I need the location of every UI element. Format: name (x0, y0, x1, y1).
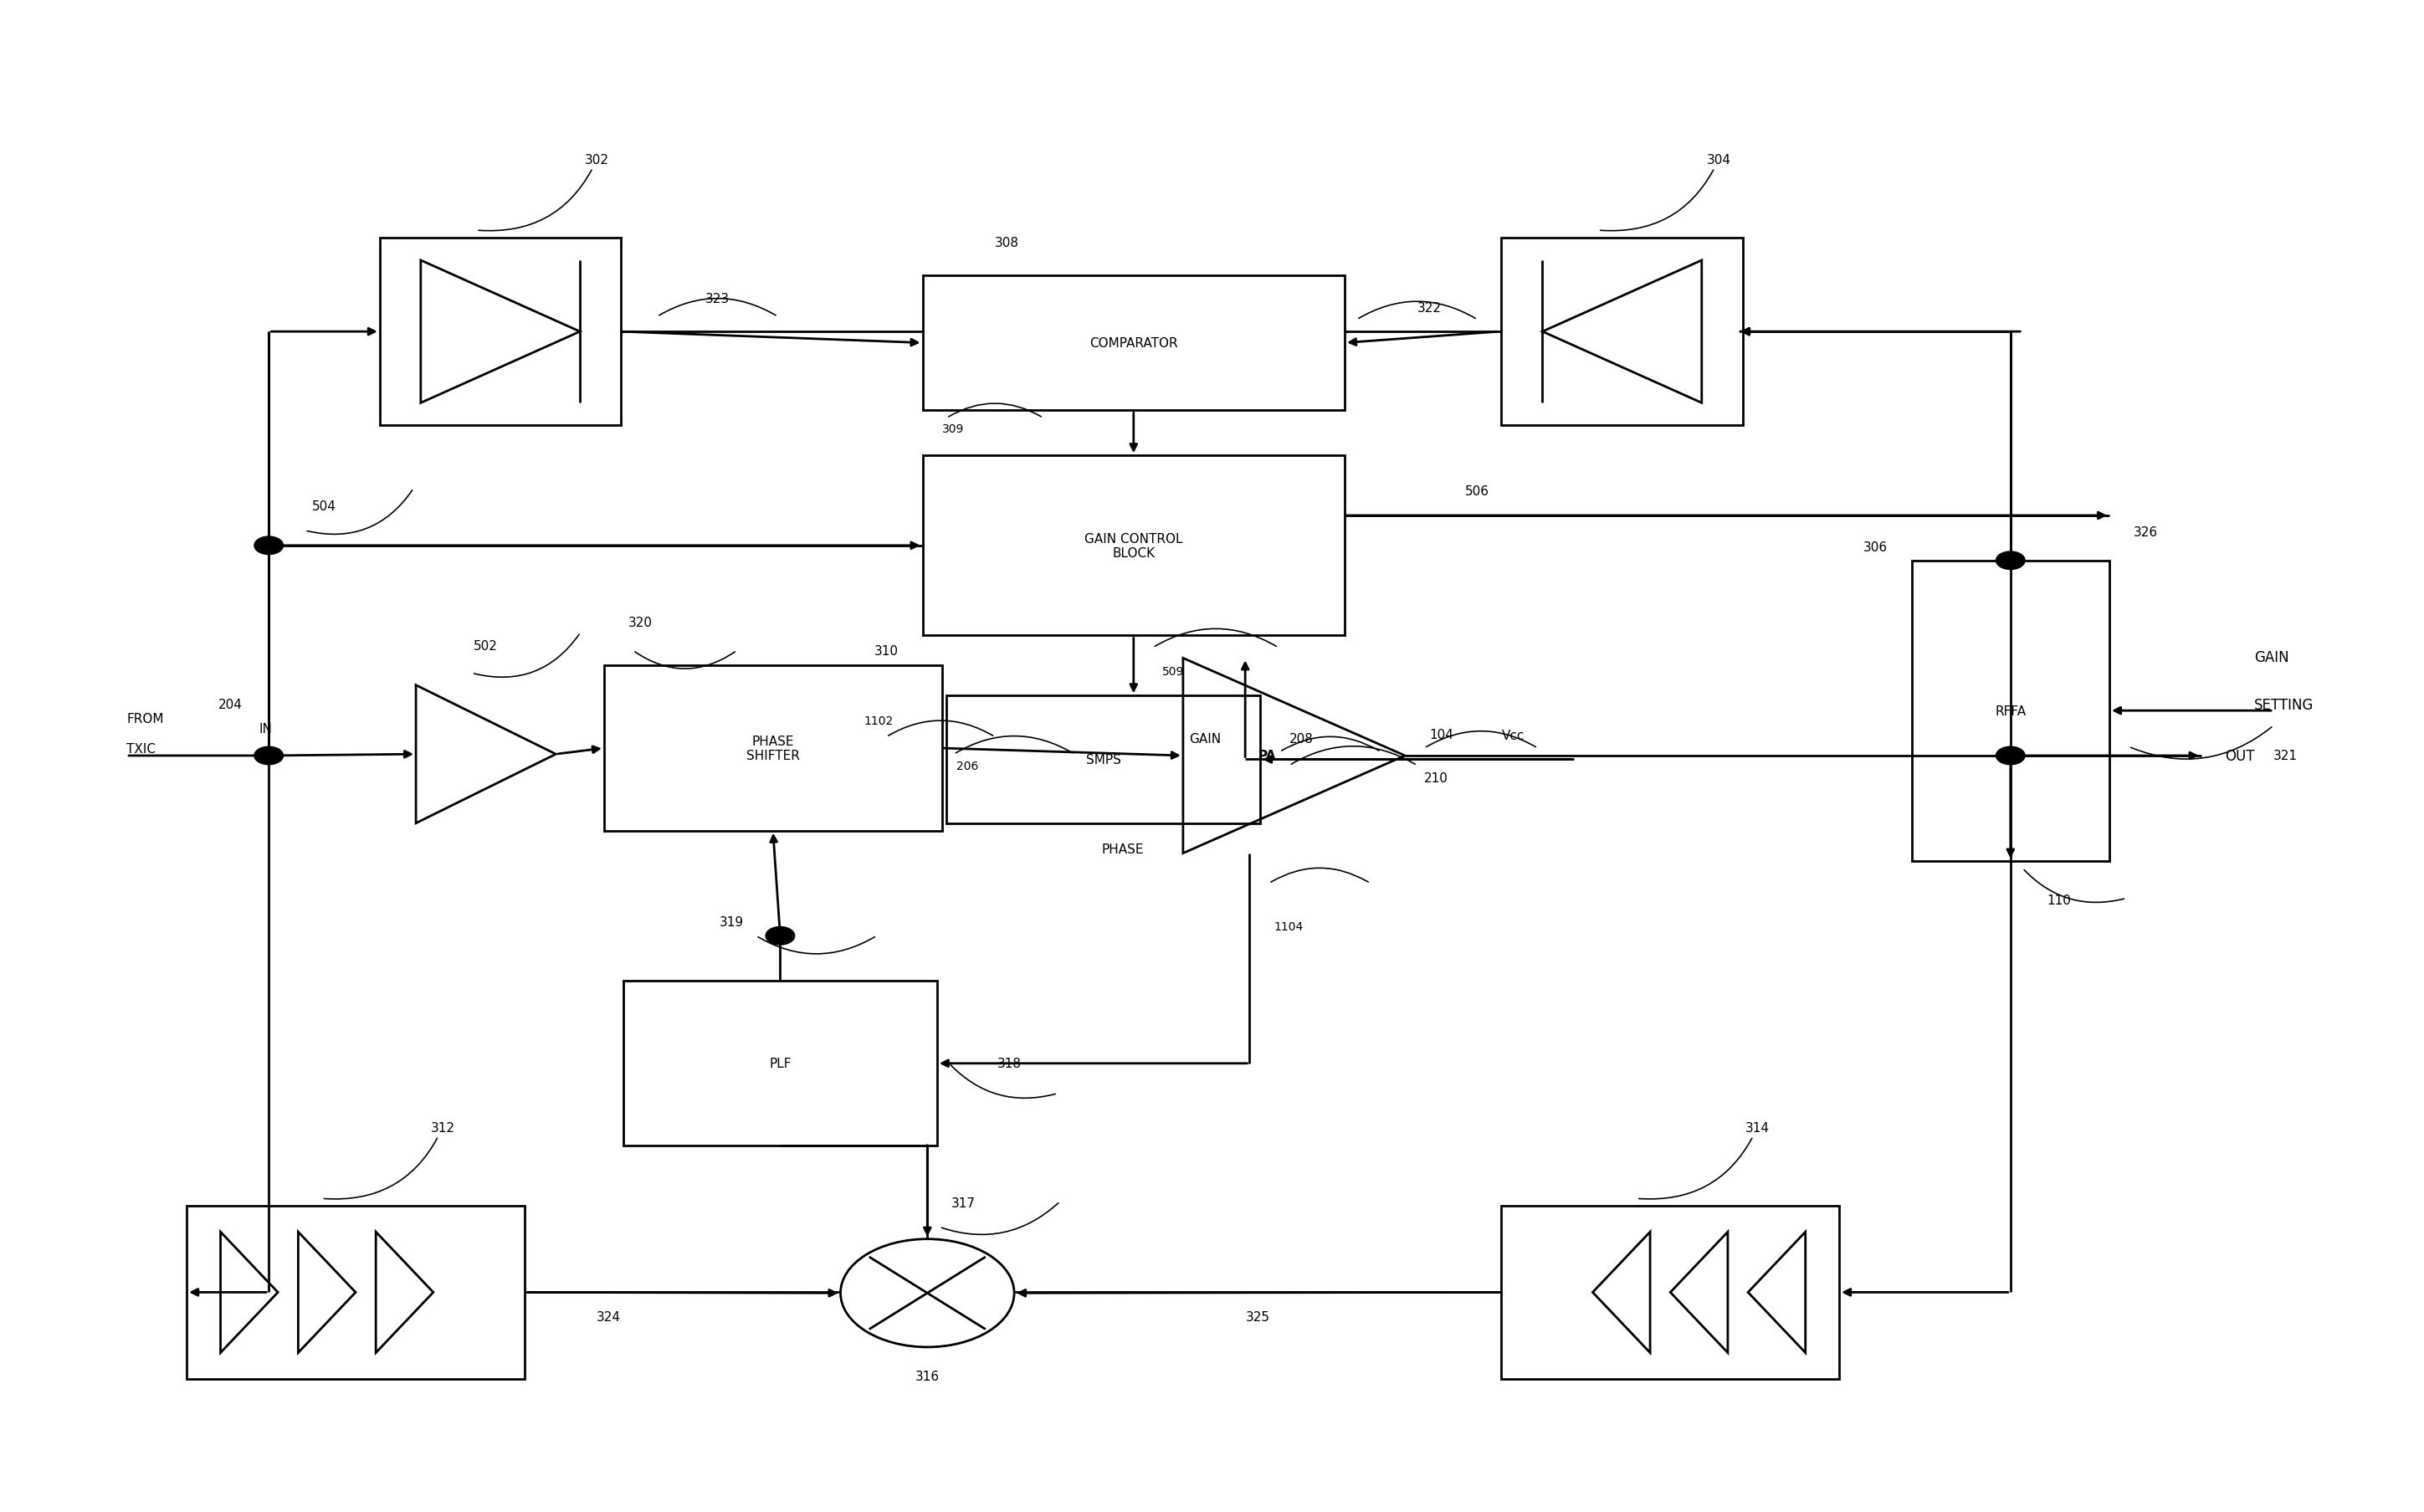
Text: 104: 104 (1430, 729, 1454, 741)
Text: SETTING: SETTING (2254, 697, 2315, 712)
Bar (623, 981, 938, 1146)
Text: 322: 322 (1418, 301, 1442, 314)
Text: 210: 210 (1425, 771, 1450, 785)
Bar (1500, 1207, 1840, 1379)
Circle shape (766, 927, 795, 945)
Text: PLF: PLF (768, 1057, 790, 1070)
Text: 306: 306 (1864, 541, 1888, 553)
Text: 304: 304 (1600, 154, 1731, 231)
Text: 320: 320 (628, 615, 652, 629)
Text: 110: 110 (2046, 894, 2070, 907)
Text: 316: 316 (916, 1370, 941, 1382)
Text: 318: 318 (996, 1057, 1021, 1070)
Bar (187, 1207, 524, 1379)
Text: 323: 323 (705, 293, 730, 305)
Text: 1104: 1104 (1273, 921, 1304, 933)
Bar (604, 665, 943, 832)
Text: 204: 204 (218, 699, 242, 711)
Circle shape (1995, 552, 2024, 570)
Circle shape (255, 537, 284, 555)
Text: 319: 319 (720, 916, 744, 928)
Text: 317: 317 (953, 1196, 977, 1210)
Bar (948, 696, 1260, 824)
Bar (924, 275, 1345, 411)
Text: PHASE
SHIFTER: PHASE SHIFTER (747, 735, 800, 762)
Text: SMPS: SMPS (1086, 753, 1120, 767)
Text: PHASE: PHASE (1100, 844, 1144, 856)
Text: 310: 310 (875, 644, 899, 658)
Bar (1913, 561, 2109, 860)
Text: 312: 312 (325, 1122, 456, 1199)
Bar (381, 239, 621, 426)
Circle shape (255, 747, 284, 765)
Text: TXIC: TXIC (126, 742, 155, 754)
Text: OUT: OUT (2225, 748, 2254, 764)
Text: IN: IN (259, 723, 271, 735)
Circle shape (1995, 747, 2024, 765)
Text: 314: 314 (1639, 1122, 1770, 1199)
Text: 321: 321 (2274, 750, 2298, 762)
Text: 1102: 1102 (863, 715, 894, 727)
Bar (1500, 239, 1743, 426)
Text: 502: 502 (473, 640, 497, 653)
Text: 504: 504 (313, 500, 337, 513)
Text: Vcc: Vcc (1500, 729, 1525, 742)
Text: 506: 506 (1464, 485, 1491, 497)
Text: 324: 324 (596, 1311, 621, 1323)
Text: FROM: FROM (126, 712, 165, 724)
Text: 302: 302 (478, 154, 608, 231)
Text: 325: 325 (1246, 1311, 1270, 1323)
Text: GAIN: GAIN (2254, 650, 2288, 664)
Text: 309: 309 (943, 423, 965, 434)
Bar (924, 457, 1345, 637)
Text: PA: PA (1258, 750, 1277, 762)
Text: RFFA: RFFA (1995, 705, 2026, 717)
Text: 208: 208 (1290, 732, 1314, 745)
Text: 308: 308 (994, 236, 1018, 249)
Text: GAIN CONTROL
BLOCK: GAIN CONTROL BLOCK (1084, 532, 1183, 559)
Text: GAIN: GAIN (1190, 732, 1222, 745)
Text: 509: 509 (1164, 665, 1185, 677)
Text: COMPARATOR: COMPARATOR (1088, 337, 1178, 349)
Text: 206: 206 (957, 761, 979, 773)
Text: 326: 326 (2133, 526, 2157, 538)
